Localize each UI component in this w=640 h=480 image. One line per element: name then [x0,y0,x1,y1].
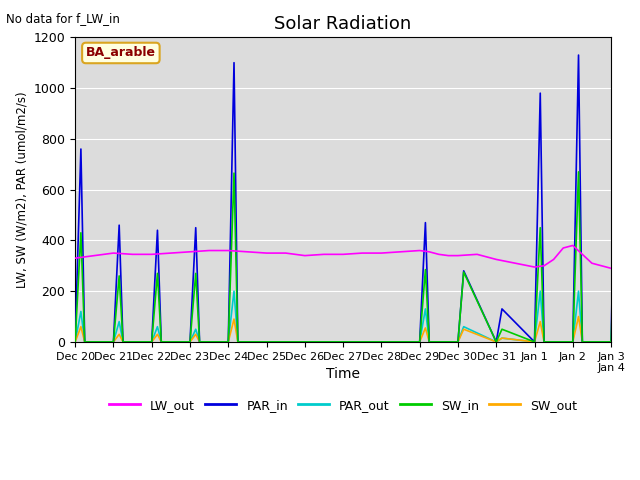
X-axis label: Time: Time [326,367,360,381]
Title: Solar Radiation: Solar Radiation [275,15,412,33]
Y-axis label: LW, SW (W/m2), PAR (umol/m2/s): LW, SW (W/m2), PAR (umol/m2/s) [15,91,28,288]
Text: Jan 4: Jan 4 [597,363,625,373]
Text: No data for f_LW_in: No data for f_LW_in [6,12,120,25]
Text: BA_arable: BA_arable [86,47,156,60]
Legend: LW_out, PAR_in, PAR_out, SW_in, SW_out: LW_out, PAR_in, PAR_out, SW_in, SW_out [104,394,582,417]
